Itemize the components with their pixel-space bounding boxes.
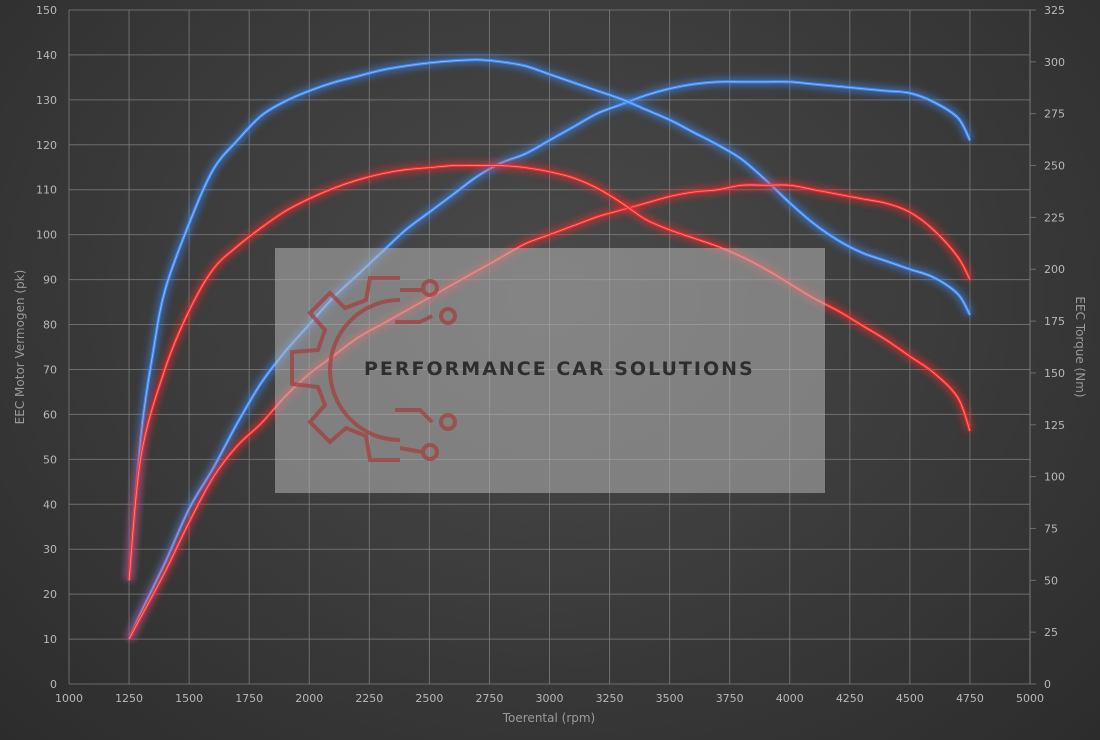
series-line-3: [124, 160, 975, 581]
x-axis-label: Toerental (rpm): [502, 711, 595, 725]
x-tick-label: 2500: [415, 692, 443, 705]
y-left-tick-label: 140: [36, 49, 57, 62]
y-right-tick-label: 100: [1044, 471, 1065, 484]
series-line-1: [124, 55, 974, 581]
y-left-tick-label: 0: [50, 678, 57, 691]
x-tick-label: 2250: [355, 692, 383, 705]
x-tick-label: 4750: [956, 692, 984, 705]
x-tick-label: 3250: [596, 692, 624, 705]
y-left-tick-label: 80: [43, 319, 57, 332]
x-tick-label: 3750: [716, 692, 744, 705]
y-axis-right-label: EEC Torque (Nm): [1073, 296, 1087, 397]
series-stroke: [127, 80, 972, 640]
y-right-tick-label: 325: [1044, 4, 1065, 17]
y-left-tick-label: 100: [36, 229, 57, 242]
series-stroke: [127, 183, 972, 640]
y-right-tick-label: 125: [1044, 419, 1065, 432]
y-left-tick-label: 50: [43, 453, 57, 466]
y-right-tick-label: 300: [1044, 56, 1065, 69]
y-right-tick-label: 25: [1044, 626, 1058, 639]
x-tick-label: 2750: [475, 692, 503, 705]
watermark-text: PERFORMANCE CAR SOLUTIONS: [364, 358, 755, 380]
x-tick-label: 1500: [175, 692, 203, 705]
y-left-tick-label: 90: [43, 274, 57, 287]
y-right-tick-label: 250: [1044, 160, 1065, 173]
x-tick-label: 2000: [295, 692, 323, 705]
y-left-tick-label: 130: [36, 94, 57, 107]
y-right-tick-label: 50: [1044, 574, 1058, 587]
y-right-tick-label: 0: [1044, 678, 1051, 691]
series-highlight: [128, 81, 971, 640]
series-highlight: [128, 59, 971, 581]
y-left-tick-label: 40: [43, 498, 57, 511]
x-tick-label: 1750: [235, 692, 263, 705]
x-tick-label: 1000: [55, 692, 83, 705]
watermark: PERFORMANCE CAR SOLUTIONS: [275, 248, 825, 493]
series-highlight: [128, 184, 971, 640]
y-left-tick-label: 150: [36, 4, 57, 17]
x-tick-label: 4500: [896, 692, 924, 705]
y-right-tick-label: 275: [1044, 108, 1065, 121]
x-tick-label: 3500: [656, 692, 684, 705]
y-left-tick-label: 70: [43, 363, 57, 376]
x-tick-label: 3000: [536, 692, 564, 705]
y-left-tick-label: 20: [43, 588, 57, 601]
y-axis-left-label: EEC Motor Vermogen (pk): [13, 270, 27, 425]
x-tick-label: 1250: [115, 692, 143, 705]
x-tick-label: 5000: [1016, 692, 1044, 705]
series-line-0: [124, 77, 974, 641]
y-right-tick-label: 175: [1044, 315, 1065, 328]
series-line-2: [125, 180, 974, 642]
series-stroke: [127, 163, 972, 581]
tick-labels: 1000 1250 1500 1750 2000 2250 2500 2750 3000 3250…: [36, 4, 1065, 705]
y-left-tick-label: 10: [43, 633, 57, 646]
series: [124, 55, 975, 642]
y-right-tick-label: 75: [1044, 522, 1058, 535]
y-left-tick-label: 60: [43, 408, 57, 421]
series-stroke: [127, 58, 972, 581]
y-right-tick-label: 225: [1044, 211, 1065, 224]
series-highlight: [128, 164, 971, 581]
y-left-tick-label: 110: [36, 184, 57, 197]
x-tick-label: 4250: [836, 692, 864, 705]
gear-logo-icon: [290, 276, 457, 462]
y-right-tick-label: 150: [1044, 367, 1065, 380]
y-right-tick-label: 200: [1044, 263, 1065, 276]
y-left-tick-label: 30: [43, 543, 57, 556]
x-tick-label: 4000: [776, 692, 804, 705]
y-left-tick-label: 120: [36, 139, 57, 152]
